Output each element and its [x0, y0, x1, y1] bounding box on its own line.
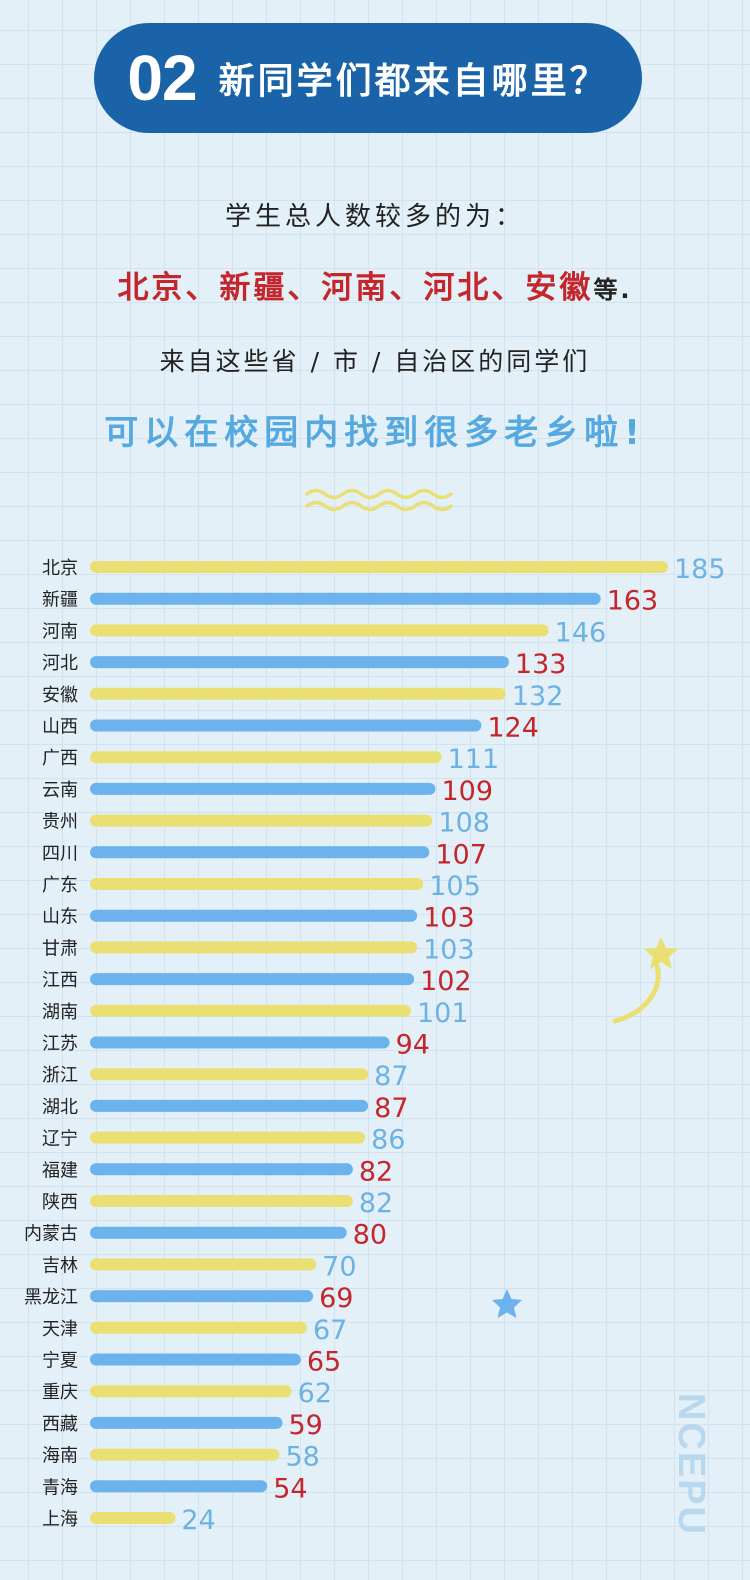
category-label: 黑龙江 [24, 1287, 78, 1308]
value-label: 24 [181, 1505, 215, 1536]
category-label: 青海 [42, 1477, 78, 1498]
category-label: 贵州 [42, 812, 78, 833]
top-provinces-list: 北京、新疆、河南、河北、安徽 [117, 270, 594, 306]
category-label: 河南 [42, 621, 78, 642]
category-label: 安徽 [42, 685, 78, 706]
value-label: 67 [313, 1315, 347, 1346]
top-provinces-suffix: 等. [593, 276, 633, 304]
wavy-decoration [305, 488, 453, 512]
category-label: 福建 [42, 1160, 78, 1181]
category-label: 山西 [42, 717, 78, 738]
value-label: 58 [285, 1442, 319, 1473]
value-label: 65 [307, 1347, 341, 1378]
category-label: 广东 [42, 875, 78, 896]
value-label: 69 [319, 1283, 353, 1314]
top-provinces: 北京、新疆、河南、河北、安徽等. [0, 262, 750, 307]
category-label: 内蒙古 [24, 1224, 78, 1245]
value-label: 80 [353, 1220, 387, 1251]
value-label: 86 [371, 1125, 405, 1156]
ncepu-logo: NCEPU [666, 1392, 716, 1536]
value-label: 102 [420, 966, 472, 997]
from-line: 来自这些省 / 市 / 自治区的同学们 [159, 347, 591, 376]
category-label: 北京 [42, 558, 78, 579]
value-label: 59 [289, 1410, 323, 1441]
category-label: 河北 [42, 653, 78, 674]
title-banner: 02 新同学们都来自哪里？ [94, 23, 642, 133]
category-label: 新疆 [42, 590, 78, 611]
value-label: 133 [515, 649, 567, 680]
value-label: 70 [322, 1251, 356, 1282]
value-label: 94 [396, 1030, 430, 1061]
category-label: 江西 [42, 970, 78, 991]
value-label: 107 [435, 839, 487, 870]
slogan: 可以在校园内找到很多老乡啦! [104, 413, 646, 453]
value-label: 82 [359, 1188, 393, 1219]
value-label: 87 [374, 1061, 408, 1092]
category-label: 陕西 [42, 1192, 78, 1213]
shooting-star-decoration [612, 937, 678, 1024]
value-label: 109 [441, 776, 493, 807]
category-label: 广西 [42, 748, 78, 769]
category-label: 天津 [42, 1319, 78, 1340]
value-label: 111 [448, 744, 500, 775]
value-label: 103 [423, 903, 475, 934]
category-label: 江苏 [42, 1034, 78, 1055]
category-label: 宁夏 [42, 1351, 78, 1372]
category-label: 重庆 [42, 1382, 78, 1403]
category-label: 辽宁 [42, 1129, 78, 1150]
value-label: 124 [487, 713, 539, 744]
value-label: 185 [674, 554, 726, 585]
category-label: 云南 [42, 780, 78, 801]
section-title: 新同学们都来自哪里？ [218, 61, 609, 102]
intro-text: 学生总人数较多的为： [224, 202, 525, 232]
category-label: 湖北 [42, 1097, 78, 1118]
value-label: 87 [374, 1093, 408, 1124]
value-label: 163 [607, 586, 659, 617]
category-label: 西藏 [42, 1414, 78, 1435]
category-label: 浙江 [42, 1065, 78, 1086]
value-label: 146 [555, 617, 607, 648]
value-label: 54 [273, 1473, 307, 1504]
value-label: 108 [438, 808, 490, 839]
value-label: 82 [359, 1156, 393, 1187]
category-label: 吉林 [42, 1255, 78, 1276]
bar-chart: 北京 185 新疆 163 河南 146 河北 133 安徽 132 山西 124 广西 111 云南 109… [24, 554, 726, 1536]
category-label: 湖南 [42, 1002, 78, 1023]
star-decoration [492, 1289, 522, 1318]
category-label: 海南 [42, 1446, 78, 1467]
category-label: 山东 [42, 907, 78, 928]
category-label: 四川 [42, 843, 78, 864]
logo-text: NCEPU [670, 1392, 713, 1536]
category-label: 甘肃 [42, 938, 78, 959]
value-label: 101 [417, 998, 469, 1029]
value-label: 103 [423, 934, 475, 965]
section-number: 02 [127, 42, 197, 114]
category-label: 上海 [42, 1509, 78, 1530]
value-label: 62 [298, 1378, 332, 1409]
value-label: 105 [429, 871, 481, 902]
value-label: 132 [512, 681, 564, 712]
